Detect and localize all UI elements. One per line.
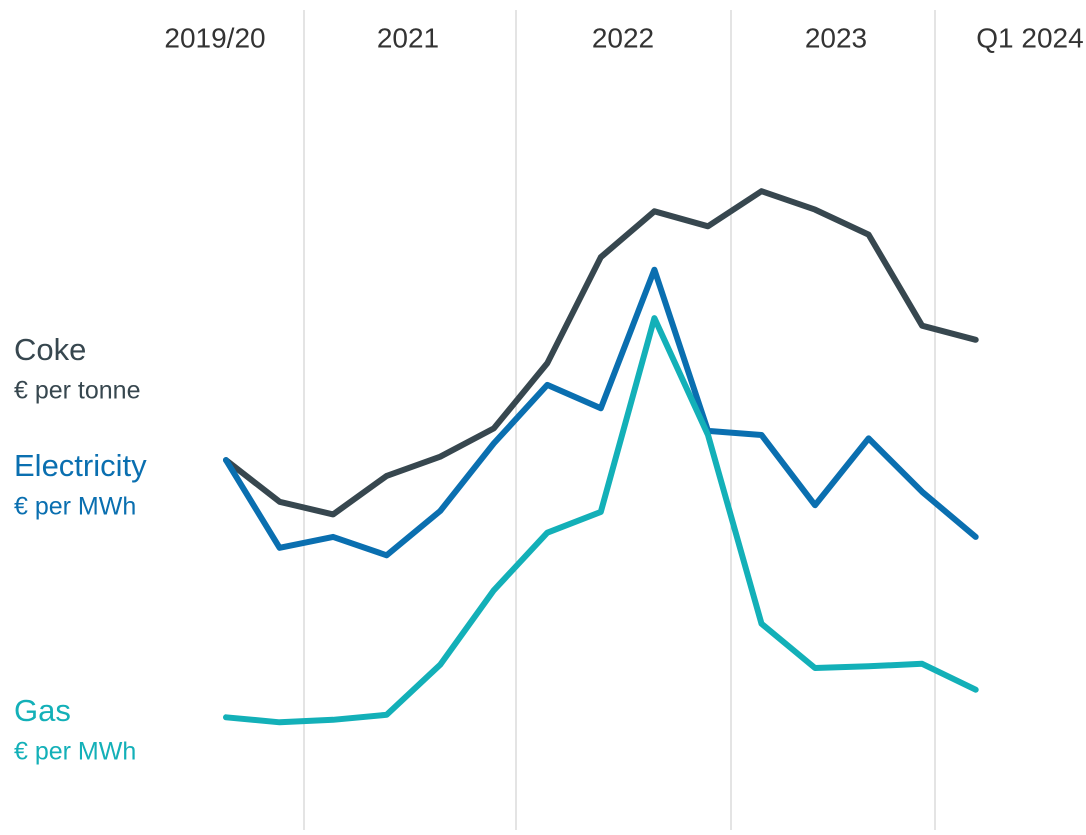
series-unit: € per tonne — [14, 377, 141, 405]
line — [223, 266, 979, 559]
series-name: Gas — [14, 693, 71, 728]
series-name: Coke — [14, 332, 86, 367]
series-unit: € per MWh — [14, 738, 136, 766]
period-label: 2021 — [377, 22, 439, 53]
line — [223, 315, 979, 726]
period-label: 2023 — [805, 22, 867, 53]
line — [223, 188, 979, 518]
period-label: 2019/20 — [164, 22, 265, 53]
series-unit: € per MWh — [14, 493, 136, 521]
period-label: Q1 2024 — [976, 22, 1083, 53]
period-label: 2022 — [592, 22, 654, 53]
series-name: Electricity — [14, 448, 147, 483]
